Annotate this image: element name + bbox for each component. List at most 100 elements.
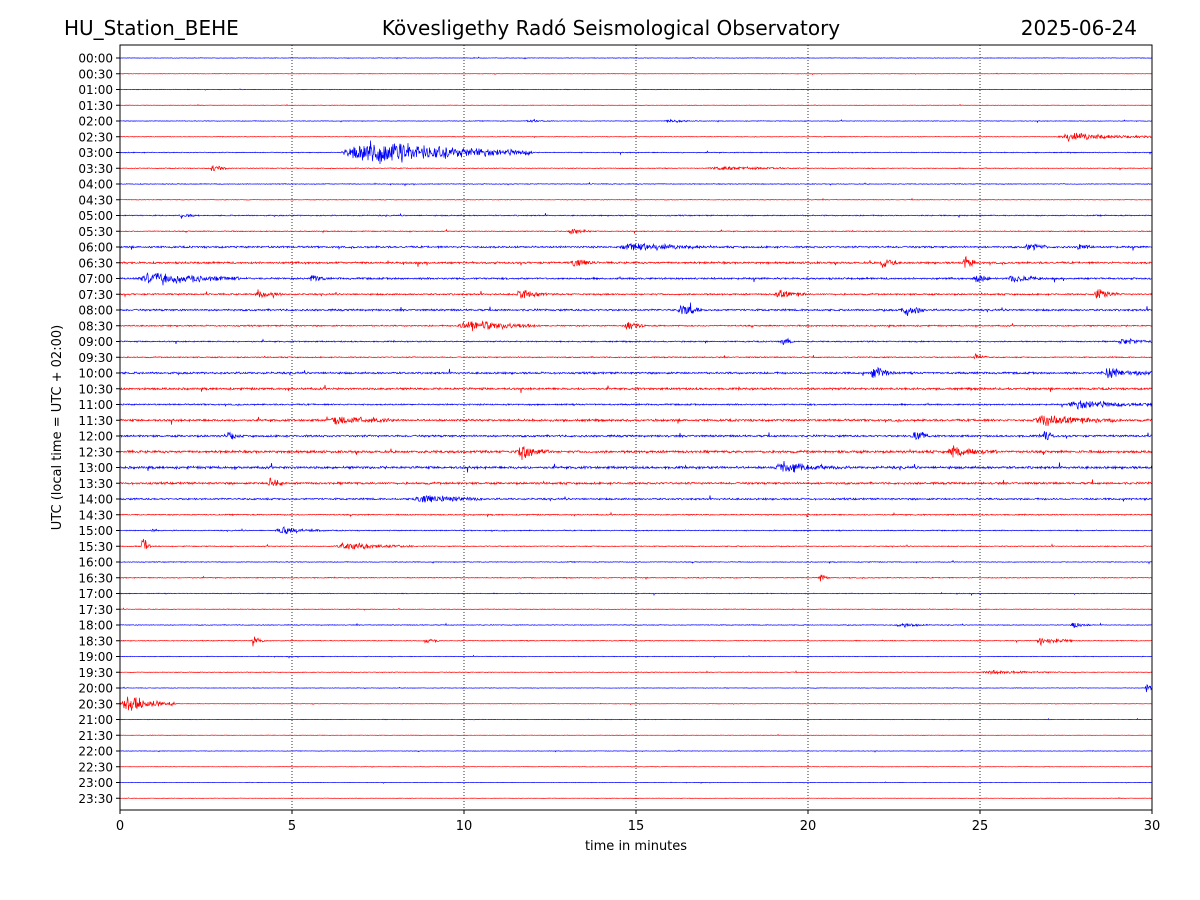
trace-0530 <box>120 228 1152 235</box>
y-tick-label: 05:30 <box>78 225 113 239</box>
trace-0230 <box>120 132 1152 143</box>
y-tick-label: 09:30 <box>78 351 113 365</box>
y-tick-label: 15:00 <box>78 524 113 538</box>
y-tick-label: 02:00 <box>78 115 113 129</box>
y-tick-label: 04:30 <box>78 193 113 207</box>
y-tick-label: 21:30 <box>78 729 113 743</box>
seismic-traces <box>120 56 1152 799</box>
trace-0430 <box>120 197 1152 201</box>
trace-1330 <box>120 477 1152 487</box>
trace-0830 <box>120 320 1152 332</box>
y-tick-label: 08:00 <box>78 304 113 318</box>
trace-1800 <box>120 622 1152 628</box>
y-tick-label: 21:00 <box>78 713 113 727</box>
trace-0330 <box>120 165 1152 171</box>
station-name: HU_Station_BEHE <box>64 16 239 40</box>
trace-1100 <box>120 400 1152 410</box>
y-tick-label: 00:00 <box>78 52 113 66</box>
y-tick-label: 11:00 <box>78 398 113 412</box>
y-tick-label: 23:00 <box>78 776 113 790</box>
trace-0200 <box>120 118 1152 124</box>
trace-0100 <box>120 88 1152 91</box>
trace-0600 <box>120 242 1152 252</box>
y-tick-label: 04:00 <box>78 178 113 192</box>
trace-2330 <box>120 797 1152 799</box>
y-tick-label: 20:30 <box>78 697 113 711</box>
y-tick-label: 11:30 <box>78 414 113 428</box>
x-tick-labels: 0 5 10 15 20 25 30 <box>116 810 1160 834</box>
y-tick-label: 07:30 <box>78 288 113 302</box>
y-tick-label: 16:00 <box>78 556 113 570</box>
y-tick-label: 03:00 <box>78 146 113 160</box>
y-tick-label: 14:00 <box>78 493 113 507</box>
y-tick-label: 19:30 <box>78 666 113 680</box>
trace-0030 <box>120 72 1152 76</box>
y-tick-label: 09:00 <box>78 335 113 349</box>
y-tick-label: 08:30 <box>78 319 113 333</box>
y-tick-label: 07:00 <box>78 272 113 286</box>
x-tick-label: 25 <box>972 819 989 834</box>
y-tick-label: 16:30 <box>78 571 113 585</box>
trace-2100 <box>120 717 1152 721</box>
trace-1930 <box>120 669 1152 675</box>
trace-1630 <box>120 574 1152 582</box>
trace-1400 <box>120 495 1152 503</box>
y-tick-label: 06:30 <box>78 256 113 270</box>
y-tick-label: 00:30 <box>78 67 113 81</box>
trace-1230 <box>120 445 1152 460</box>
x-tick-label: 30 <box>1144 819 1161 834</box>
trace-2000 <box>120 684 1152 693</box>
x-tick-label: 15 <box>628 819 645 834</box>
y-tick-label: 01:00 <box>78 83 113 97</box>
trace-1900 <box>120 654 1152 659</box>
trace-2300 <box>120 781 1152 784</box>
trace-1530 <box>120 538 1152 550</box>
trace-1700 <box>120 591 1152 597</box>
y-tick-label: 22:00 <box>78 745 113 759</box>
record-date: 2025-06-24 <box>1020 16 1137 40</box>
x-axis-label: time in minutes <box>585 839 687 854</box>
trace-0000 <box>120 56 1152 60</box>
trace-2130 <box>120 733 1152 737</box>
trace-0400 <box>120 181 1152 187</box>
trace-1200 <box>120 431 1152 441</box>
trace-2200 <box>120 749 1152 753</box>
trace-1730 <box>120 607 1152 611</box>
trace-0630 <box>120 255 1152 268</box>
y-tick-label: 17:00 <box>78 587 113 601</box>
trace-0800 <box>120 302 1152 317</box>
y-tick-label: 02:30 <box>78 130 113 144</box>
trace-0500 <box>120 212 1152 219</box>
trace-0900 <box>120 337 1152 346</box>
y-tick-label: 22:30 <box>78 760 113 774</box>
y-tick-label: 18:00 <box>78 619 113 633</box>
trace-2030 <box>120 696 1152 711</box>
y-tick-label: 15:30 <box>78 540 113 554</box>
trace-1500 <box>120 526 1152 535</box>
y-tick-label: 13:00 <box>78 461 113 475</box>
trace-1600 <box>120 559 1152 565</box>
y-tick-label: 13:30 <box>78 477 113 491</box>
y-axis-label: UTC (local time = UTC + 02:00) <box>50 325 65 530</box>
y-tick-label: 10:00 <box>78 367 113 381</box>
y-tick-label: 03:30 <box>78 162 113 176</box>
y-tick-label: 18:30 <box>78 634 113 648</box>
y-tick-label: 19:00 <box>78 650 113 664</box>
y-tick-label: 20:00 <box>78 682 113 696</box>
x-tick-label: 5 <box>288 819 296 834</box>
vertical-grid <box>291 45 981 810</box>
trace-1300 <box>120 461 1152 473</box>
trace-0730 <box>120 289 1152 300</box>
trace-1000 <box>120 366 1152 379</box>
trace-1030 <box>120 384 1152 394</box>
trace-1830 <box>120 636 1152 647</box>
trace-1130 <box>120 415 1152 427</box>
y-tick-label: 01:30 <box>78 99 113 113</box>
y-tick-label: 12:30 <box>78 445 113 459</box>
x-tick-label: 10 <box>456 819 473 834</box>
y-tick-label: 06:00 <box>78 241 113 255</box>
y-tick-label: 17:30 <box>78 603 113 617</box>
y-tick-label: 12:00 <box>78 430 113 444</box>
